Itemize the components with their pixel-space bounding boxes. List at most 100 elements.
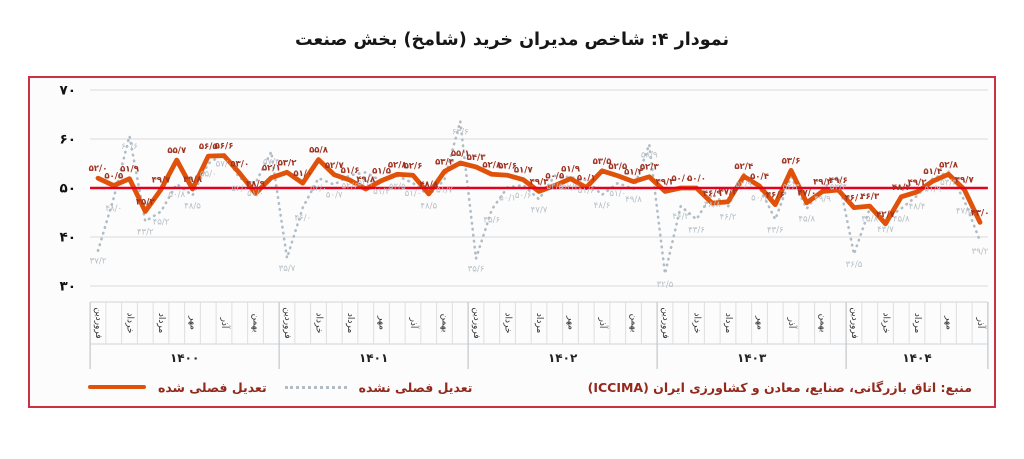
unadjusted-data-label: ۴۸/۸	[704, 200, 721, 210]
unadjusted-data-label: ۳۹/۲	[972, 247, 989, 257]
adjusted-data-label: ۵۶/۶	[215, 142, 234, 152]
adjusted-series-line	[95, 153, 983, 227]
adjusted-data-label: ۵۲/۱	[262, 164, 281, 174]
x-axis-year-label: ۱۴۰۰	[170, 351, 199, 365]
adjusted-data-label: ۵۲/۴	[734, 162, 753, 172]
unadjusted-data-label: ۵۰/۷	[326, 191, 343, 201]
x-axis-month-label: مهر	[944, 315, 954, 330]
adjusted-data-label: ۵۱/۳	[624, 168, 644, 178]
adjusted-data-label: ۵۳/۰	[230, 159, 249, 169]
adjusted-data-label: ۵۰/۵	[104, 172, 123, 182]
unadjusted-data-label: ۴۸/۴	[909, 202, 926, 212]
adjusted-data-label: ۵۲/۶	[404, 161, 423, 171]
adjusted-data-label: ۵۲/۸	[388, 160, 408, 170]
x-axis-month-label: آذر	[408, 317, 420, 329]
adjusted-data-label: ۴۷/۰	[797, 189, 816, 199]
chart-frame: ۷۰ ۶۰ ۵۰ ۴۰ ۳۰ فروردین خرداد مرداد مهر آذر بهمن ۱۴۰…	[28, 76, 996, 408]
unadjusted-data-label: ۶۳/۶	[452, 127, 469, 137]
chart-legend: تعدیل فصلی شده تعدیل فصلی نشده	[88, 380, 472, 395]
adjusted-data-label: ۵۱/۶	[341, 166, 360, 176]
unadjusted-data-label: ۵۷/۴	[263, 158, 280, 168]
adjusted-data-label: ۵۰/۰	[687, 174, 706, 184]
x-axis-month-label: بهمن	[251, 314, 261, 333]
unadjusted-data-label: ۴۸/۰	[105, 204, 122, 214]
adjusted-data-label: ۴۹/۳	[530, 177, 550, 187]
pmi-line-chart: ۷۰ ۶۰ ۵۰ ۴۰ ۳۰ فروردین خرداد مرداد مهر آذر بهمن ۱۴۰…	[60, 83, 990, 369]
adjusted-data-label: ۴۲/۷	[876, 210, 896, 220]
x-axis-month-label: آذر	[597, 317, 609, 329]
unadjusted-data-label: ۵۲/۳	[830, 183, 847, 193]
unadjusted-data-label: ۵۱/۰	[247, 189, 264, 199]
unadjusted-data-label: ۵۲/۰	[310, 184, 327, 194]
unadjusted-data-label: ۵۱/۹	[924, 185, 941, 195]
adjusted-data-label: ۴۶/۰	[845, 194, 864, 204]
unadjusted-data-label: ۵۲/۵	[546, 182, 563, 192]
adjusted-data-label: ۴۶/۳	[860, 192, 880, 202]
unadjusted-data-label: ۴۸/۵	[420, 201, 437, 211]
adjusted-data-label: ۴۹/۸	[356, 175, 376, 185]
x-axis-month-label: مرداد	[723, 313, 733, 333]
x-axis-month-label: بهمن	[440, 314, 450, 333]
adjusted-data-label: ۵۰/۰	[671, 174, 690, 184]
x-axis-month-label: فروردین	[282, 307, 292, 338]
unadjusted-data-label: ۵۱/۰	[609, 189, 626, 199]
adjusted-data-label: ۴۸/۲	[892, 183, 912, 193]
unadjusted-data-label: ۵۱/۶	[578, 186, 595, 196]
adjusted-data-label: ۵۲/۶	[498, 161, 517, 171]
unadjusted-data-label: ۵۱/۴	[373, 187, 390, 197]
unadjusted-data-label: ۴۷/۷	[531, 205, 548, 215]
adjusted-data-label: ۵۶/۵	[199, 142, 218, 152]
x-axis-month-label: بهمن	[629, 314, 639, 333]
source-note: منبع: اتاق بازرگانی، صنایع، معادن و کشاو…	[587, 379, 972, 395]
adjusted-data-label: ۵۵/۱	[451, 149, 470, 159]
x-axis-month-label: آذر	[975, 317, 987, 329]
unadjusted-data-label: ۵۸/۹	[641, 150, 658, 160]
unadjusted-data-label: ۳۵/۷	[279, 264, 296, 274]
adjusted-data-label: ۵۱/۰	[293, 169, 312, 179]
adjusted-data-label: ۵۱/۷	[514, 166, 534, 176]
x-axis-year-label: ۱۴۰۴	[902, 351, 931, 365]
x-axis-month-label: آذر	[786, 317, 798, 329]
unadjusted-data-label: ۴۵/۶	[483, 216, 500, 226]
adjusted-data-label: ۵۲/۵	[608, 162, 627, 172]
chart-title: نمودار ۴: شاخص مدیران خرید (شامخ) بخش صن…	[294, 30, 730, 50]
unadjusted-data-label: ۵۱/۰	[405, 189, 422, 199]
unadjusted-data-label: ۵۰/۶	[515, 191, 532, 201]
unadjusted-data-label: ۵۱/۷	[436, 186, 453, 196]
y-axis-tick-label: ۳۰	[60, 279, 76, 295]
unadjusted-data-label: ۳۲/۵	[657, 280, 674, 290]
adjusted-data-label: ۵۳/۵	[593, 157, 612, 167]
x-axis-month-label: مرداد	[345, 313, 355, 333]
adjusted-data-label: ۵۰/۱	[577, 174, 596, 184]
unadjusted-data-label: ۵۲/۹	[735, 180, 752, 190]
adjusted-data-label: ۵۱/۹	[561, 165, 581, 175]
y-axis-tick-label: ۴۰	[60, 230, 76, 246]
x-axis-month-label: فروردین	[93, 307, 103, 338]
unadjusted-data-label: ۵۲/۶	[342, 181, 359, 191]
unadjusted-data-label: ۵۲/۳	[783, 183, 800, 193]
unadjusted-data-label: ۵۳/۲	[357, 178, 374, 188]
y-axis-tick-label: ۷۰	[60, 83, 76, 99]
x-axis-year-label: ۱۴۰۱	[359, 351, 388, 365]
adjusted-data-label: ۴۳/۰	[971, 208, 990, 218]
adjusted-data-label: ۵۱/۴	[923, 167, 942, 177]
unadjusted-data-label: ۴۵/۸	[893, 215, 910, 225]
unadjusted-data-label: ۵۳/۳	[940, 178, 957, 188]
adjusted-data-label: ۵۵/۷	[167, 146, 187, 156]
unadjusted-data-label: ۶۰/۶	[121, 142, 138, 152]
adjusted-data-label: ۴۹/۷	[955, 175, 975, 185]
unadjusted-data-label: ۴۳/۶	[688, 225, 705, 235]
unadjusted-data-label: ۴۳/۲	[137, 227, 154, 237]
legend-label-unadjusted: تعدیل فصلی نشده	[358, 379, 473, 395]
x-axis-month-label: خرداد	[881, 312, 891, 333]
adjusted-data-label: ۵۲/۷	[325, 161, 345, 171]
adjusted-data-label: ۴۵/۲	[136, 198, 156, 208]
adjusted-data-label: ۵۱/۹	[120, 165, 140, 175]
unadjusted-series-line	[96, 121, 982, 275]
y-axis-tick-label: ۵۰	[60, 181, 76, 197]
unadjusted-data-label: ۳۵/۶	[468, 265, 485, 275]
unadjusted-data-label: ۴۶/۳	[672, 212, 689, 222]
adjusted-data-label: ۵۲/۳	[640, 163, 660, 173]
unadjusted-data-label: ۴۹/۹	[814, 194, 831, 204]
adjusted-data-label: ۵۲/۸	[939, 160, 959, 170]
